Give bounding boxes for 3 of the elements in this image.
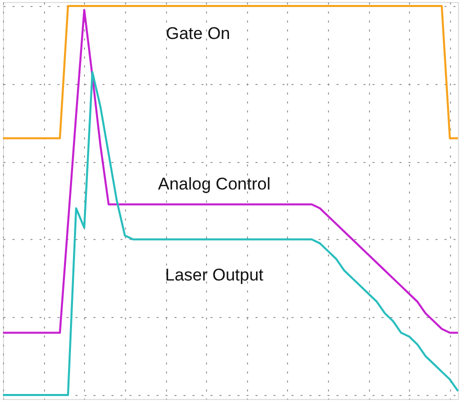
series-label: Laser Output bbox=[165, 265, 264, 284]
series-label: Analog Control bbox=[158, 174, 270, 194]
series-label: Gate On bbox=[166, 24, 230, 43]
